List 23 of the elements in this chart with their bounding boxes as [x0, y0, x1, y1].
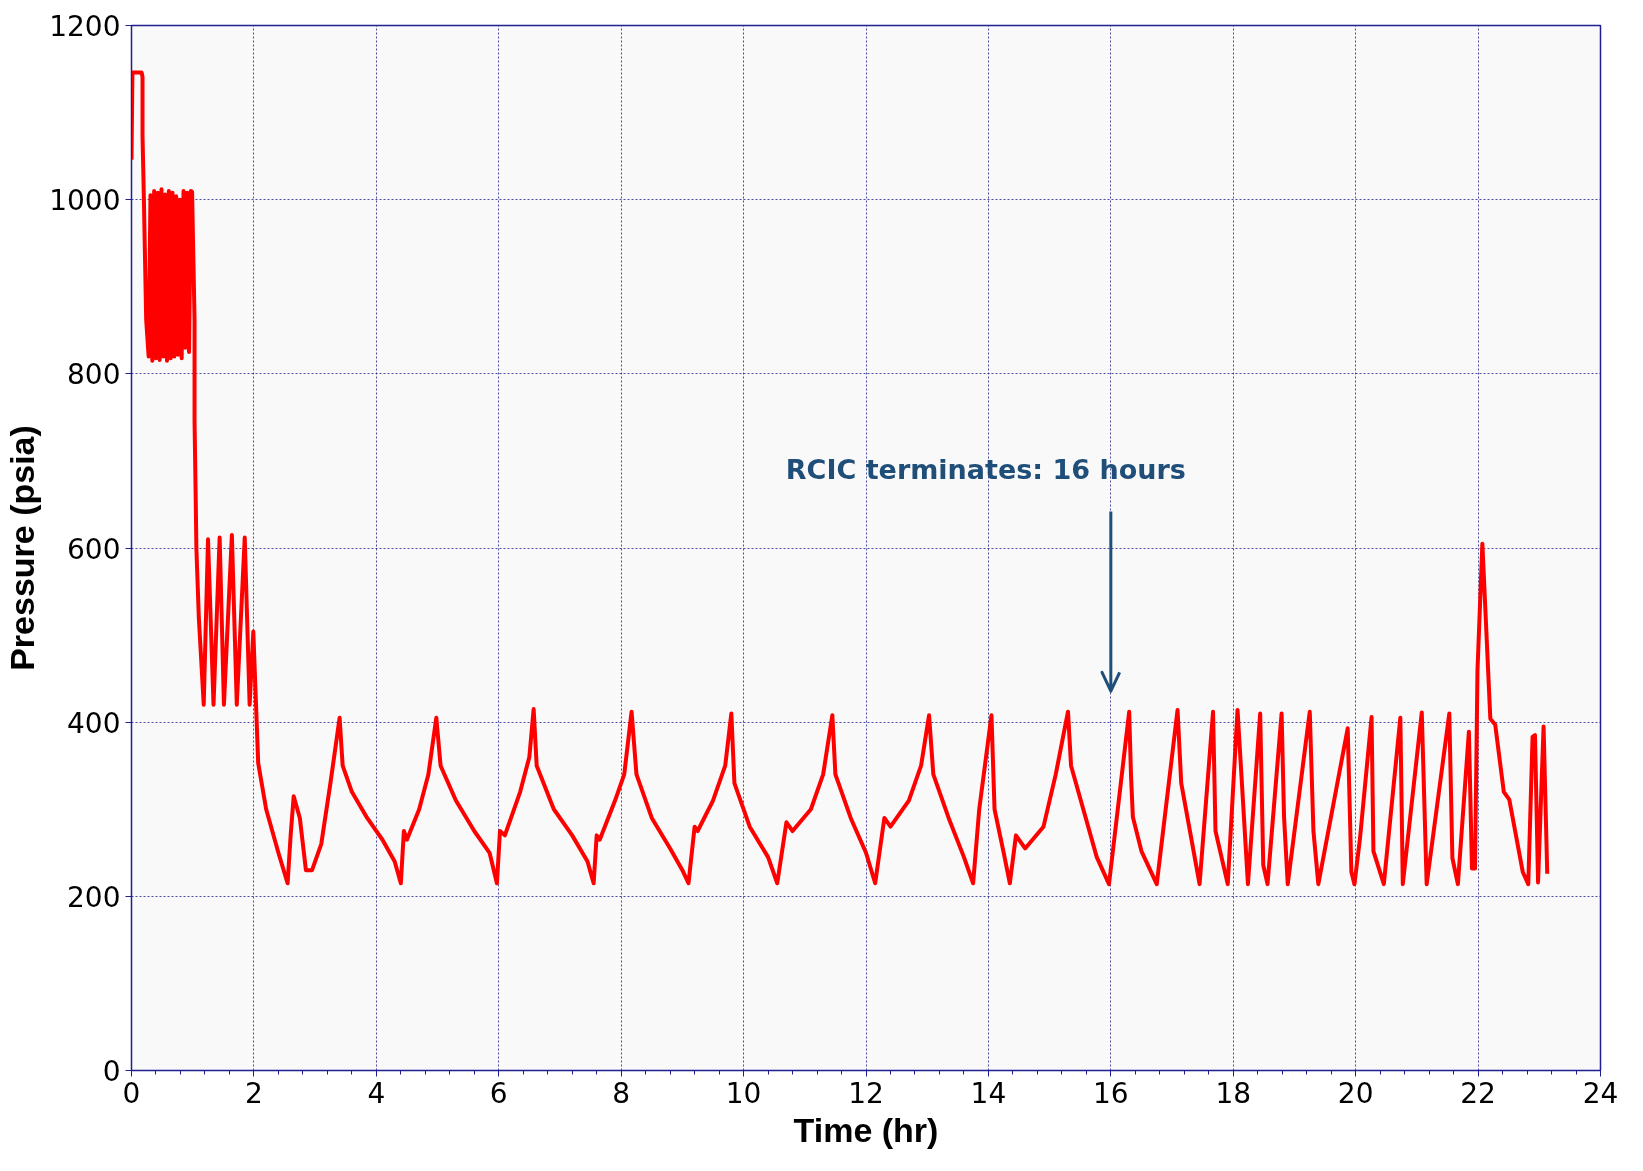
x-tick-label: 18	[1215, 1076, 1252, 1110]
y-tick-label: 1200	[49, 10, 121, 43]
y-tick-label: 0	[102, 1055, 121, 1088]
x-tick-label: 2	[245, 1076, 263, 1110]
y-tick-label: 200	[67, 880, 121, 914]
x-axis-title: Time (hr)	[793, 1110, 939, 1149]
x-tick-label: 12	[848, 1076, 884, 1110]
x-tick-label: 20	[1337, 1076, 1374, 1110]
x-tick-label: 14	[970, 1076, 1007, 1110]
x-tick-label: 22	[1460, 1076, 1496, 1110]
y-tick-label: 800	[67, 358, 121, 392]
x-tick-label: 4	[367, 1076, 386, 1110]
x-tick-label: 24	[1582, 1076, 1619, 1110]
y-tick-label: 600	[67, 532, 121, 566]
y-tick-label: 1000	[49, 184, 121, 218]
x-tick-label: 16	[1093, 1076, 1129, 1110]
x-tick-label: 6	[489, 1076, 508, 1110]
x-tick-label: 8	[612, 1076, 631, 1110]
y-tick-label: 400	[67, 706, 121, 740]
line-series	[131, 70, 1550, 887]
y-axis-title: Pressure (psia)	[3, 425, 42, 671]
x-tick-label: 10	[725, 1076, 762, 1110]
ref-line-label: RCIC terminates: 16 hours	[785, 454, 1186, 486]
